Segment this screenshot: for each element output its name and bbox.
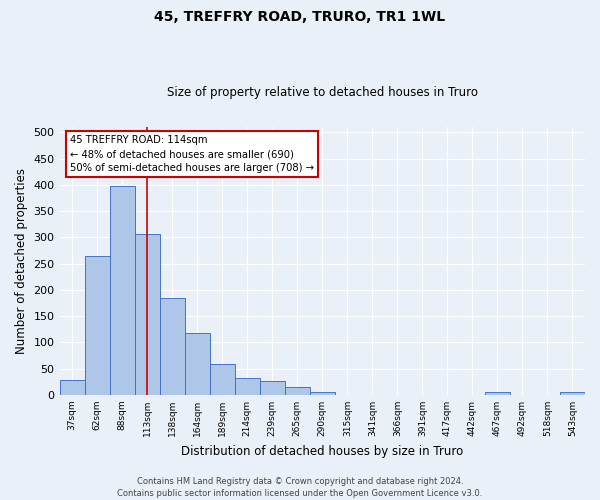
X-axis label: Distribution of detached houses by size in Truro: Distribution of detached houses by size … [181,444,463,458]
Text: 45 TREFFRY ROAD: 114sqm
← 48% of detached houses are smaller (690)
50% of semi-d: 45 TREFFRY ROAD: 114sqm ← 48% of detache… [70,135,314,173]
Text: Contains HM Land Registry data © Crown copyright and database right 2024.
Contai: Contains HM Land Registry data © Crown c… [118,476,482,498]
Bar [185,333,209,395]
Bar [110,186,134,395]
Y-axis label: Number of detached properties: Number of detached properties [15,168,28,354]
Bar [160,298,185,395]
Bar [209,364,235,395]
Bar [310,392,335,395]
Bar [485,392,510,395]
Bar [59,380,85,395]
Bar [260,382,285,395]
Bar [134,234,160,395]
Text: 45, TREFFRY ROAD, TRURO, TR1 1WL: 45, TREFFRY ROAD, TRURO, TR1 1WL [154,10,446,24]
Bar [235,378,260,395]
Title: Size of property relative to detached houses in Truro: Size of property relative to detached ho… [167,86,478,100]
Bar [85,256,110,395]
Bar [285,387,310,395]
Bar [560,392,585,395]
